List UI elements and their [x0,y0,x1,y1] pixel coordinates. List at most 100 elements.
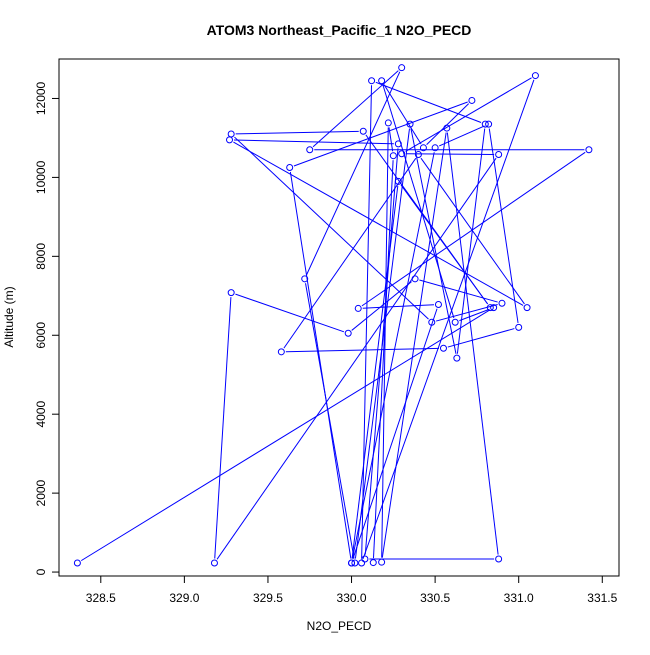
series-line-segment [283,157,417,349]
data-point [368,77,376,85]
x-tick-label: 329.0 [169,591,199,605]
series-line-segment [435,303,498,322]
y-tick-label: 6000 [34,322,48,349]
series-line-segment [289,171,352,559]
series-line-segment [364,148,399,555]
data-point [486,304,494,312]
data-point [490,304,498,312]
series-line-segment [419,279,498,303]
series-line-segment [456,128,486,354]
data-point [434,300,442,308]
series-line-segment [381,132,447,558]
data-point [531,72,539,80]
x-tick-label: 331.0 [504,591,534,605]
plot-frame [58,58,620,577]
data-point [348,559,356,567]
data-point [394,177,402,185]
data-point [344,329,352,337]
series-line-segment [361,151,586,307]
series-line-segment [388,127,394,152]
series-line-segment [233,141,524,306]
y-tick-label: 12000 [34,81,48,115]
series-line-segment [214,297,232,559]
data-point [419,144,427,152]
data-point [384,119,392,127]
data-point [485,120,493,128]
data-point [398,64,406,72]
series-line-segment [382,84,455,319]
data-point [498,299,506,307]
data-point [414,151,422,159]
data-point [226,136,234,144]
data-point [354,304,362,312]
data-point [443,124,451,132]
data-point [406,120,414,128]
series-line-segment [361,85,373,559]
series-line-segment [439,125,485,147]
data-point [411,275,419,283]
y-tick-label: 2000 [34,479,48,506]
series-line-segment [362,304,434,309]
series-line-segment [235,130,359,135]
data-point [495,555,503,563]
series-line-segment [400,184,489,305]
series-line-segment [305,283,355,559]
series-line-segment [306,71,401,275]
data-point [398,150,406,158]
data-point [361,555,369,563]
series-line-segment [420,157,525,305]
data-point [301,275,309,283]
series-line-segment [351,281,412,331]
y-axis: 0 2000 4000 6000 8000 10000 12000 [34,81,60,575]
series-line-segment [80,309,491,562]
data-point [453,354,461,362]
series-line-segment [381,127,389,558]
series-line-segment [383,84,422,145]
series-line-segment [446,132,499,555]
data-point [306,146,314,154]
y-tick-label: 4000 [34,401,48,428]
data-point [451,318,459,326]
data-point [227,130,235,138]
series-line-segment [426,103,470,146]
series-line-segment [216,157,497,560]
data-point [210,559,218,567]
series-line-segment [372,160,394,559]
data-point [515,323,523,331]
data-point [351,559,359,567]
data-point [394,140,402,148]
data-point [359,127,367,135]
series-line-segment [362,79,535,559]
series-line-segment [405,77,532,152]
series-line-segment [375,81,482,123]
series-line-segment [352,308,438,559]
x-tick-label: 328.5 [86,591,116,605]
x-tick-label: 329.5 [253,591,283,605]
series-line-segment [351,152,435,559]
y-axis-label: Altitude (m) [2,286,16,347]
series-line-segment [459,308,490,322]
chart-title: ATOM3 Northeast_Pacific_1 N2O_PECD [207,22,472,38]
data-point [286,164,294,172]
data-point [495,151,503,159]
data-point [378,77,386,85]
x-tick-label: 331.5 [587,591,617,605]
data-point [73,559,81,567]
series-line-segment [235,293,345,333]
data-point [389,152,397,160]
y-tick-label: 8000 [34,243,48,270]
series-line-segment [410,128,457,354]
data-point [277,348,285,356]
series-line-segment [312,70,399,148]
x-tick-label: 330.5 [420,591,450,605]
data-point [428,318,436,326]
data-point [378,558,386,566]
data-point [227,289,235,297]
y-tick-label: 10000 [34,160,48,194]
data-point [358,559,366,567]
series-line-segment [293,101,468,167]
data-point [369,559,377,567]
data-point [585,146,593,154]
